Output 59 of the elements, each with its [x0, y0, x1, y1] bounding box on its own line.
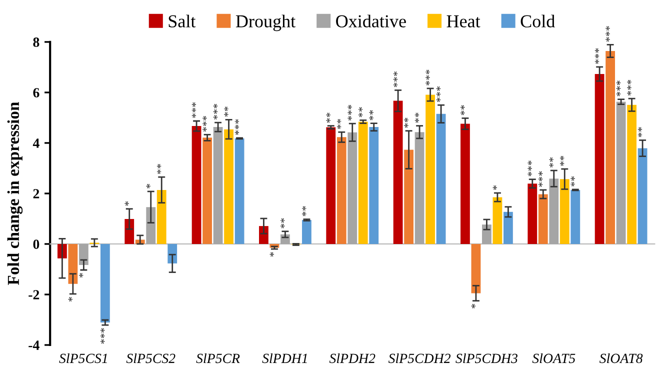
data-label: ** — [157, 164, 162, 174]
data-label: ** — [337, 119, 342, 130]
legend-label: Salt — [168, 14, 196, 28]
y-tick-label: 8 — [33, 38, 40, 47]
y-tick-label: 6 — [33, 88, 40, 98]
legend-label: Cold — [520, 14, 555, 28]
data-label: ** — [414, 112, 420, 123]
data-label: ** — [326, 112, 330, 123]
y-tick-label: 2 — [33, 189, 40, 198]
data-label: ** — [369, 110, 374, 120]
data-label: *** — [594, 48, 600, 64]
data-label: *** — [202, 116, 207, 132]
y-tick-label: 4 — [32, 138, 40, 148]
data-label: * — [79, 273, 84, 278]
data-label: * — [146, 184, 150, 188]
y-tick-label: -4 — [28, 340, 40, 350]
data-label: ** — [404, 118, 408, 128]
x-tick-label: SlPDH1 — [262, 353, 307, 364]
legend-label: Heat — [446, 15, 480, 28]
data-label: ** — [358, 107, 363, 118]
data-label: ** — [460, 105, 465, 116]
data-label: *** — [627, 80, 632, 96]
data-label: ** — [560, 156, 564, 166]
data-label: *** — [234, 119, 239, 135]
data-label: *** — [606, 26, 610, 42]
x-tick-label: SlP5CDH3 — [456, 353, 518, 364]
data-label: * — [492, 185, 497, 190]
x-tick-label: SlP5CS2 — [126, 353, 176, 364]
data-label: *** — [528, 160, 532, 176]
x-tick-label: SlP5CDH2 — [388, 353, 450, 364]
legend-label: Oxidative — [336, 14, 406, 28]
y-tick-label: 0 — [33, 240, 40, 249]
data-label: *** — [426, 70, 430, 86]
data-label: *** — [393, 72, 398, 88]
x-tick-label: SlPDH2 — [329, 353, 376, 364]
x-tick-label: SlOAT8 — [599, 353, 643, 364]
legend-label: Drought — [236, 14, 296, 32]
data-label: *** — [436, 86, 441, 102]
data-label: ** — [549, 157, 554, 168]
data-label: * — [68, 297, 72, 302]
x-tick-label: SlP5CS1 — [59, 353, 107, 364]
data-label: *** — [616, 80, 621, 96]
y-axis-title: Fold change in expression — [7, 102, 23, 285]
data-label: * — [471, 304, 476, 308]
data-label: *** — [213, 104, 218, 120]
data-label: *** — [538, 171, 543, 187]
data-label: ** — [570, 176, 575, 186]
data-label: ** — [638, 127, 642, 138]
data-label: ** — [280, 218, 285, 228]
data-label: *** — [100, 328, 105, 344]
x-tick-label: SlP5CR — [196, 353, 240, 364]
data-label: ** — [224, 106, 228, 117]
data-label: * — [124, 201, 129, 206]
data-label: * — [270, 252, 274, 257]
data-label: *** — [192, 102, 196, 118]
x-tick-label: SlOAT5 — [532, 353, 576, 364]
data-label: ** — [302, 206, 306, 216]
y-tick-label: -2 — [28, 290, 40, 300]
data-label: *** — [348, 104, 352, 120]
